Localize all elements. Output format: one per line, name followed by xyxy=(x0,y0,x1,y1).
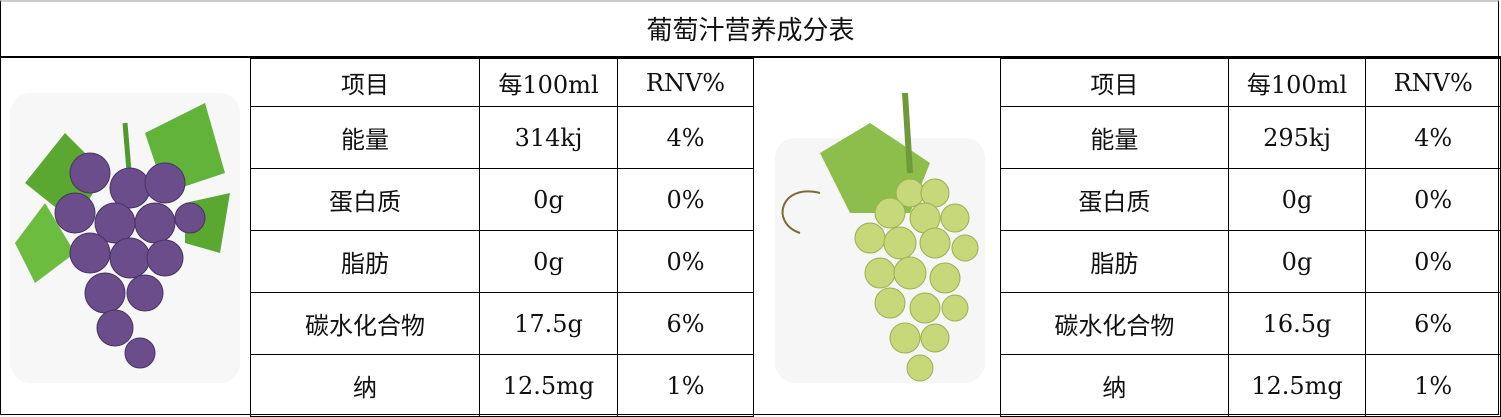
page-title: 葡萄汁营养成分表 xyxy=(0,0,1501,58)
header-item: 项目 xyxy=(1000,58,1229,107)
purple-grapes-image xyxy=(0,59,250,416)
table-row: 蛋白质 0g 0% xyxy=(1000,168,1501,231)
table-row: 碳水化合物 16.5g 6% xyxy=(1000,292,1501,355)
header-per-100ml: 每100ml xyxy=(479,58,618,107)
table-row: 蛋白质 0g 0% xyxy=(250,168,754,231)
green-grapes-image xyxy=(750,59,1000,416)
purple-grapes-icon xyxy=(10,92,240,383)
table-row: 纳 12.5mg 1% xyxy=(1000,354,1501,417)
header-rnv: RNV% xyxy=(617,58,754,107)
header-item: 项目 xyxy=(250,58,480,107)
table-row: 碳水化合物 17.5g 6% xyxy=(250,292,754,355)
table-row: 脂肪 0g 0% xyxy=(250,230,754,293)
table-row: 能量 295kj 4% xyxy=(1000,106,1501,169)
green-grapes-icon xyxy=(775,92,985,383)
table-row: 能量 314kj 4% xyxy=(250,106,754,169)
header-rnv: RNV% xyxy=(1365,58,1501,107)
table-row: 纳 12.5mg 1% xyxy=(250,354,754,417)
nutrition-table-purple: 项目 每100ml RNV% 能量 314kj 4% 蛋白质 0g 0% 脂肪 0g 0% 碳水… xyxy=(250,58,754,417)
nutrition-table-green: 项目 每100ml RNV% 能量 295kj 4% 蛋白质 0g 0% 脂肪 0g 0% 碳水… xyxy=(1000,58,1501,417)
header-per-100ml: 每100ml xyxy=(1227,58,1367,107)
table-row: 脂肪 0g 0% xyxy=(1000,230,1501,293)
